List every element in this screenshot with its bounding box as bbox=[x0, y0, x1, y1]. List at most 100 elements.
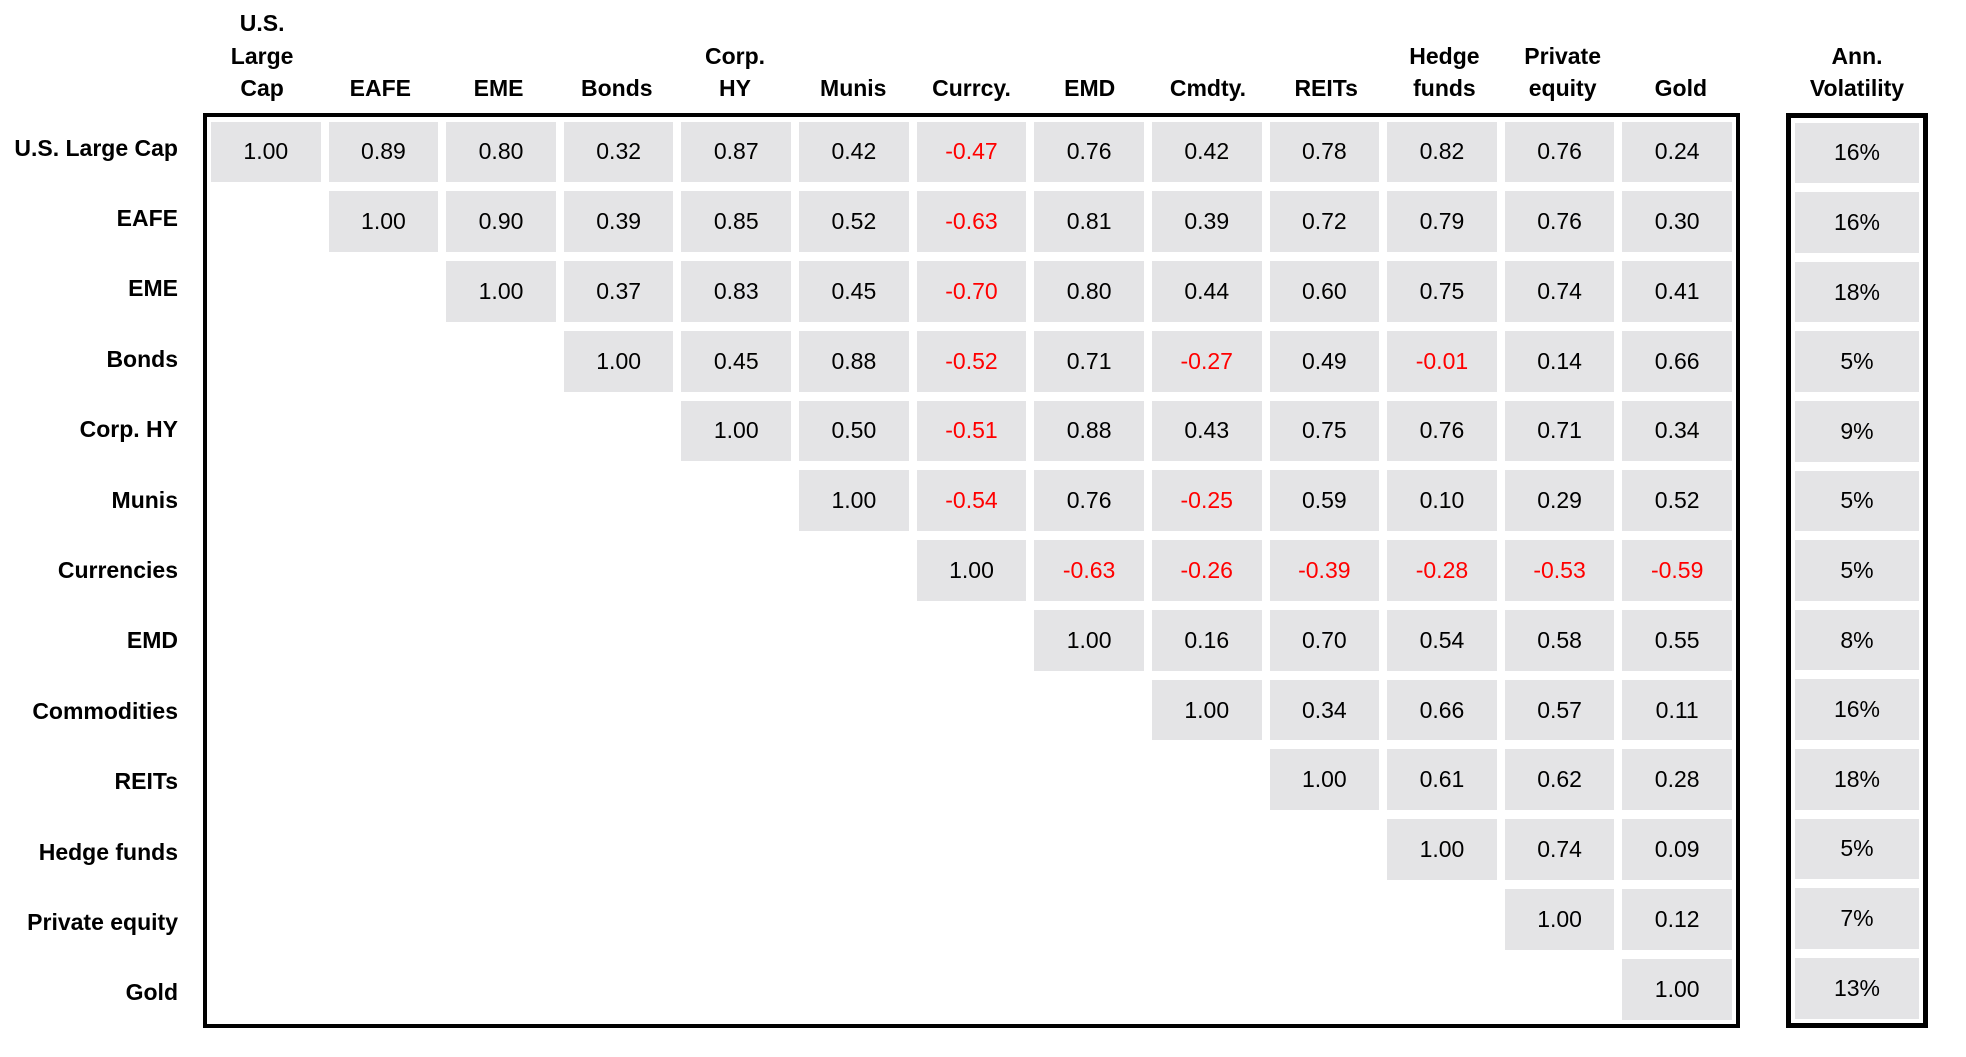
correlation-value: 0.71 bbox=[1504, 400, 1615, 462]
volatility-value: 9% bbox=[1795, 400, 1919, 462]
matrix-cell-reits-x-eafe bbox=[325, 745, 443, 815]
matrix-cell-eme-x-u-s-large-cap bbox=[207, 257, 325, 327]
column-header-reits: REITs bbox=[1294, 75, 1358, 102]
correlation-value: 0.76 bbox=[1504, 191, 1615, 253]
matrix-column-headers: U.S. Large Cap EAFE EME Bonds Corp. HY Munis C… bbox=[203, 0, 1740, 113]
matrix-cell-u-s-large-cap-x-currcy: -0.47 bbox=[913, 117, 1031, 187]
volatility-cell-commodities: 16% bbox=[1791, 675, 1923, 745]
correlation-value: -0.39 bbox=[1269, 540, 1380, 601]
correlation-value: 0.61 bbox=[1387, 749, 1497, 811]
correlation-value: 0.55 bbox=[1622, 609, 1732, 671]
matrix-cell-currencies-x-eafe bbox=[325, 536, 443, 606]
matrix-cell-reits-x-munis bbox=[795, 745, 913, 815]
matrix-cell-eme-x-emd: 0.80 bbox=[1030, 257, 1148, 327]
matrix-cell-eme-x-bonds: 0.37 bbox=[560, 257, 678, 327]
matrix-cell-u-s-large-cap-x-cmdty: 0.42 bbox=[1148, 117, 1266, 187]
matrix-cell-hedge-funds-x-reits bbox=[1266, 815, 1384, 885]
matrix-cell-reits-x-gold: 0.28 bbox=[1618, 745, 1736, 815]
row-label-hedge-funds: Hedge funds bbox=[38, 838, 178, 865]
matrix-cell-eme-x-gold: 0.41 bbox=[1618, 257, 1736, 327]
matrix-cell-eafe-x-u-s-large-cap bbox=[207, 187, 325, 257]
correlation-value: 0.09 bbox=[1622, 819, 1732, 880]
correlation-value: 0.11 bbox=[1622, 679, 1732, 741]
matrix-cell-munis-x-corp-hy bbox=[677, 466, 795, 536]
row-label-commodities: Commodities bbox=[32, 697, 178, 724]
correlation-value: -0.27 bbox=[1151, 330, 1262, 392]
column-header-gold: Gold bbox=[1654, 75, 1708, 102]
matrix-cell-gold-x-bonds bbox=[560, 954, 678, 1024]
matrix-cell-commodities-x-cmdty: 1.00 bbox=[1148, 675, 1266, 745]
correlation-value: 1.00 bbox=[1504, 888, 1615, 950]
correlation-value: 1.00 bbox=[799, 470, 909, 532]
matrix-cell-munis-x-cmdty: -0.25 bbox=[1148, 466, 1266, 536]
matrix-cell-corp-hy-x-munis: 0.50 bbox=[795, 396, 913, 466]
matrix-cell-bonds-x-eme bbox=[442, 326, 560, 396]
matrix-cell-eme-x-corp-hy: 0.83 bbox=[677, 257, 795, 327]
volatility-value: 7% bbox=[1795, 888, 1919, 949]
matrix-cell-munis-x-currcy: -0.54 bbox=[913, 466, 1031, 536]
matrix-cell-hedge-funds-x-private-equity: 0.74 bbox=[1501, 815, 1619, 885]
matrix-cell-gold-x-currcy bbox=[913, 954, 1031, 1024]
matrix-cell-eme-x-cmdty: 0.44 bbox=[1148, 257, 1266, 327]
correlation-value: 0.54 bbox=[1387, 609, 1497, 671]
matrix-cell-corp-hy-x-currcy: -0.51 bbox=[913, 396, 1031, 466]
row-label-private-equity: Private equity bbox=[27, 908, 178, 935]
matrix-cell-corp-hy-x-eme bbox=[442, 396, 560, 466]
correlation-value: 0.66 bbox=[1622, 330, 1732, 392]
correlation-value: 1.00 bbox=[563, 330, 674, 392]
matrix-cell-corp-hy-x-gold: 0.34 bbox=[1618, 396, 1736, 466]
correlation-value: 0.72 bbox=[1269, 191, 1380, 253]
matrix-cell-hedge-funds-x-eme bbox=[442, 815, 560, 885]
correlation-value: 0.66 bbox=[1387, 679, 1497, 741]
correlation-value: 0.78 bbox=[1269, 121, 1380, 183]
column-header-munis: Munis bbox=[820, 75, 887, 102]
matrix-cell-corp-hy-x-cmdty: 0.43 bbox=[1148, 396, 1266, 466]
correlation-value: 0.34 bbox=[1269, 679, 1380, 741]
matrix-cell-corp-hy-x-hedge-funds: 0.76 bbox=[1383, 396, 1501, 466]
volatility-value: 16% bbox=[1795, 192, 1919, 253]
matrix-cell-u-s-large-cap-x-eafe: 0.89 bbox=[325, 117, 443, 187]
correlation-value: -0.70 bbox=[916, 261, 1027, 322]
volatility-column-box: 16% 16% 18% 5% 9% 5% 5% 8% 16% 18% 5% 7% 13% bbox=[1786, 113, 1928, 1028]
matrix-cell-gold-x-hedge-funds bbox=[1383, 954, 1501, 1024]
matrix-cell-munis-x-u-s-large-cap bbox=[207, 466, 325, 536]
matrix-cell-emd-x-eme bbox=[442, 605, 560, 675]
matrix-cell-bonds-x-hedge-funds: -0.01 bbox=[1383, 326, 1501, 396]
matrix-cell-bonds-x-munis: 0.88 bbox=[795, 326, 913, 396]
matrix-cell-commodities-x-munis bbox=[795, 675, 913, 745]
matrix-cell-u-s-large-cap-x-bonds: 0.32 bbox=[560, 117, 678, 187]
correlation-value: -0.63 bbox=[1034, 540, 1144, 601]
volatility-value: 18% bbox=[1795, 749, 1919, 810]
matrix-cell-currencies-x-private-equity: -0.53 bbox=[1501, 536, 1619, 606]
volatility-cell-eafe: 16% bbox=[1791, 188, 1923, 258]
matrix-cell-gold-x-gold: 1.00 bbox=[1618, 954, 1736, 1024]
row-label-currencies: Currencies bbox=[57, 556, 178, 583]
matrix-cell-eafe-x-eme: 0.90 bbox=[442, 187, 560, 257]
correlation-value: 0.76 bbox=[1504, 121, 1615, 183]
matrix-cell-eme-x-eafe bbox=[325, 257, 443, 327]
correlation-value: 0.88 bbox=[1034, 400, 1144, 462]
matrix-cell-gold-x-cmdty bbox=[1148, 954, 1266, 1024]
matrix-cell-private-equity-x-reits bbox=[1266, 884, 1384, 954]
correlation-value: 0.80 bbox=[446, 121, 556, 183]
correlation-value: 0.87 bbox=[681, 121, 792, 183]
matrix-cell-corp-hy-x-reits: 0.75 bbox=[1266, 396, 1384, 466]
matrix-cell-eme-x-private-equity: 0.74 bbox=[1501, 257, 1619, 327]
matrix-cell-emd-x-gold: 0.55 bbox=[1618, 605, 1736, 675]
matrix-cell-hedge-funds-x-bonds bbox=[560, 815, 678, 885]
volatility-cell-munis: 5% bbox=[1791, 466, 1923, 536]
matrix-cell-reits-x-u-s-large-cap bbox=[207, 745, 325, 815]
matrix-cell-emd-x-private-equity: 0.58 bbox=[1501, 605, 1619, 675]
correlation-value: -0.63 bbox=[916, 191, 1027, 253]
correlation-value: 0.83 bbox=[681, 261, 792, 322]
matrix-cell-currencies-x-hedge-funds: -0.28 bbox=[1383, 536, 1501, 606]
matrix-cell-eafe-x-hedge-funds: 0.79 bbox=[1383, 187, 1501, 257]
matrix-cell-currencies-x-munis bbox=[795, 536, 913, 606]
matrix-cell-private-equity-x-emd bbox=[1030, 884, 1148, 954]
matrix-cell-u-s-large-cap-x-private-equity: 0.76 bbox=[1501, 117, 1619, 187]
matrix-cell-currencies-x-reits: -0.39 bbox=[1266, 536, 1384, 606]
matrix-cell-reits-x-bonds bbox=[560, 745, 678, 815]
correlation-value: 0.52 bbox=[799, 191, 909, 253]
column-header-private-equity: Private equity bbox=[1524, 42, 1601, 102]
matrix-cell-private-equity-x-currcy bbox=[913, 884, 1031, 954]
